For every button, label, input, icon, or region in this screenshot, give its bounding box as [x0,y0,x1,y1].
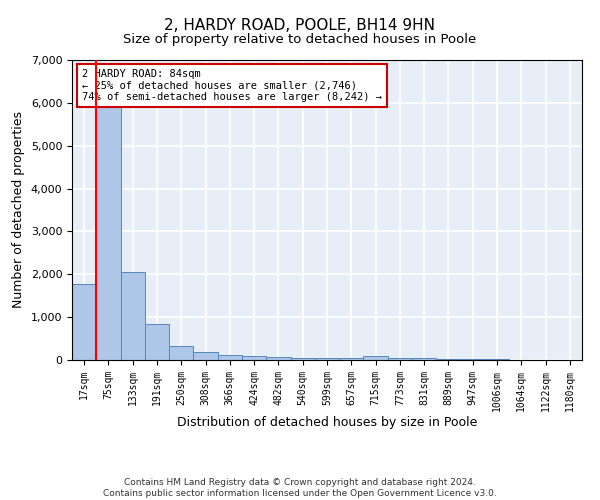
Bar [388,358,412,360]
Bar [72,284,96,360]
Bar [461,359,485,360]
Text: 2 HARDY ROAD: 84sqm
← 25% of detached houses are smaller (2,746)
74% of semi-det: 2 HARDY ROAD: 84sqm ← 25% of detached ho… [82,69,382,102]
Bar [218,356,242,360]
Bar [96,107,121,360]
Text: Size of property relative to detached houses in Poole: Size of property relative to detached ho… [124,32,476,46]
Text: 2, HARDY ROAD, POOLE, BH14 9HN: 2, HARDY ROAD, POOLE, BH14 9HN [164,18,436,32]
Bar [364,356,388,360]
Bar [290,358,315,360]
Text: Contains HM Land Registry data © Crown copyright and database right 2024.
Contai: Contains HM Land Registry data © Crown c… [103,478,497,498]
Bar [242,356,266,360]
Bar [121,272,145,360]
X-axis label: Distribution of detached houses by size in Poole: Distribution of detached houses by size … [177,416,477,430]
Bar [436,358,461,360]
Bar [339,358,364,360]
Bar [145,324,169,360]
Bar [193,352,218,360]
Bar [169,346,193,360]
Y-axis label: Number of detached properties: Number of detached properties [12,112,25,308]
Bar [412,358,436,360]
Bar [315,358,339,360]
Bar [266,357,290,360]
